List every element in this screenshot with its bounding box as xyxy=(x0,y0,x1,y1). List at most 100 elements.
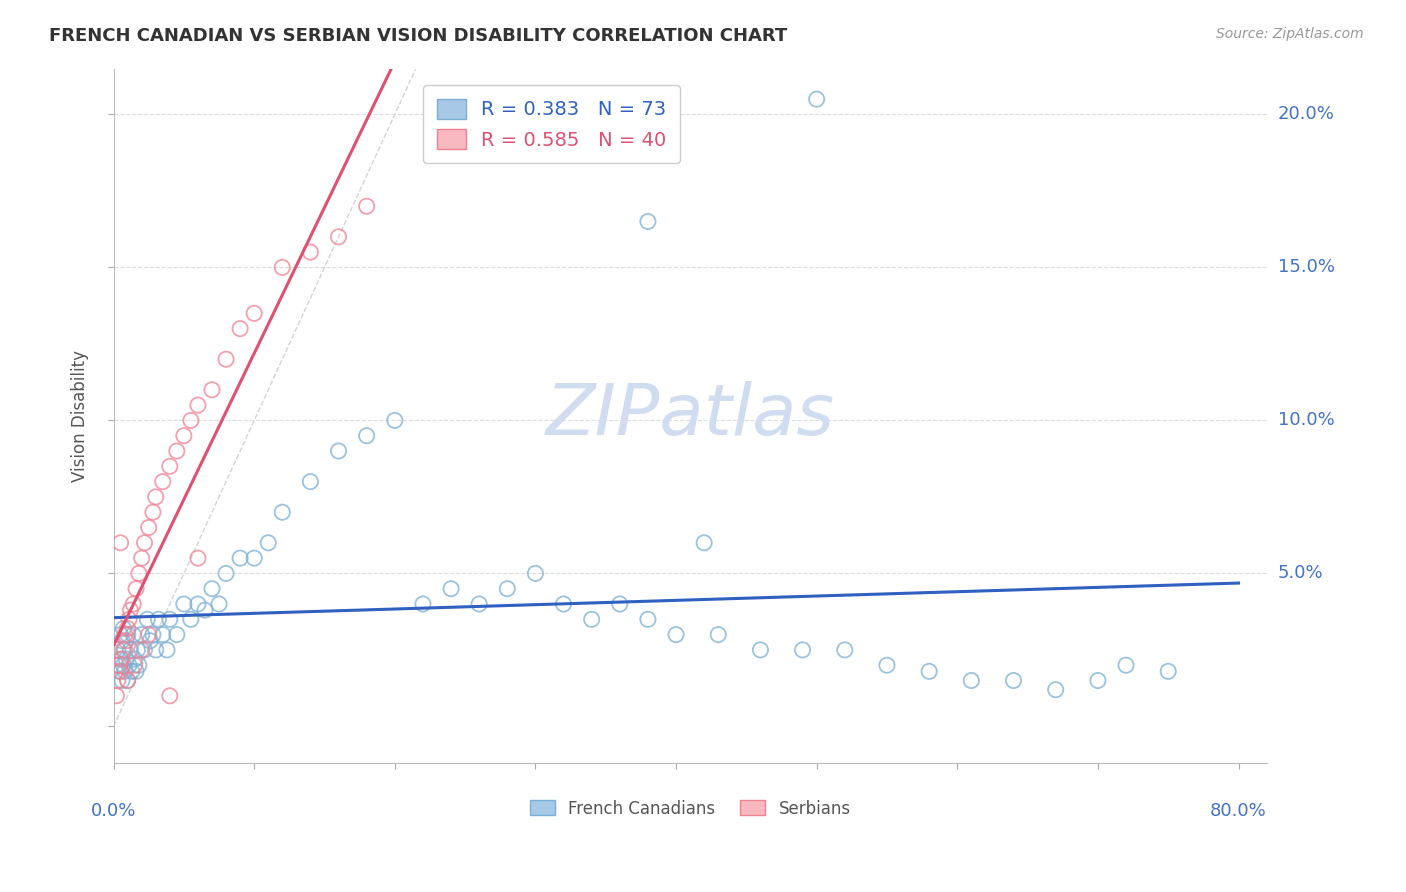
Point xyxy=(581,612,603,626)
Point xyxy=(693,536,716,550)
Point xyxy=(876,658,898,673)
Point xyxy=(173,428,195,442)
Point xyxy=(131,551,153,566)
Point xyxy=(112,658,135,673)
Point xyxy=(187,398,209,412)
Point xyxy=(637,612,659,626)
Point xyxy=(201,582,224,596)
Point xyxy=(112,643,135,657)
Legend: French Canadians, Serbians: French Canadians, Serbians xyxy=(523,793,858,824)
Point xyxy=(187,551,209,566)
Text: 0.0%: 0.0% xyxy=(91,802,136,820)
Point xyxy=(110,536,132,550)
Point xyxy=(105,689,128,703)
Point xyxy=(637,214,659,228)
Point xyxy=(243,551,266,566)
Point xyxy=(1157,665,1180,679)
Point xyxy=(229,321,252,335)
Point xyxy=(201,383,224,397)
Point xyxy=(194,603,217,617)
Point xyxy=(187,597,209,611)
Point xyxy=(412,597,434,611)
Point xyxy=(107,673,129,688)
Point xyxy=(120,603,142,617)
Point xyxy=(117,673,139,688)
Point xyxy=(496,582,519,596)
Point xyxy=(468,597,491,611)
Point xyxy=(1045,682,1067,697)
Point xyxy=(134,643,156,657)
Point xyxy=(356,199,378,213)
Point xyxy=(159,612,181,626)
Point xyxy=(142,627,165,641)
Point xyxy=(139,633,162,648)
Point xyxy=(707,627,730,641)
Point xyxy=(180,612,202,626)
Point xyxy=(115,633,138,648)
Point xyxy=(1087,673,1109,688)
Point xyxy=(166,627,188,641)
Point xyxy=(108,665,131,679)
Point xyxy=(107,643,129,657)
Point xyxy=(215,352,238,367)
Point xyxy=(114,627,136,641)
Text: FRENCH CANADIAN VS SERBIAN VISION DISABILITY CORRELATION CHART: FRENCH CANADIAN VS SERBIAN VISION DISABI… xyxy=(49,27,787,45)
Point xyxy=(114,665,136,679)
Point xyxy=(299,475,322,489)
Point xyxy=(152,627,174,641)
Point xyxy=(120,643,142,657)
Point xyxy=(110,627,132,641)
Point xyxy=(792,643,814,657)
Point xyxy=(271,260,294,275)
Point xyxy=(271,505,294,519)
Point xyxy=(108,658,131,673)
Point xyxy=(118,658,141,673)
Point xyxy=(806,92,828,106)
Point xyxy=(127,643,149,657)
Point xyxy=(356,428,378,442)
Point xyxy=(111,673,134,688)
Point xyxy=(122,627,145,641)
Point xyxy=(159,459,181,474)
Point xyxy=(142,505,165,519)
Text: 5.0%: 5.0% xyxy=(1278,565,1323,582)
Point xyxy=(440,582,463,596)
Point xyxy=(134,536,156,550)
Point xyxy=(131,627,153,641)
Point xyxy=(128,658,150,673)
Point xyxy=(1002,673,1025,688)
Point xyxy=(114,643,136,657)
Point xyxy=(124,658,146,673)
Point xyxy=(121,665,143,679)
Point xyxy=(128,566,150,581)
Point xyxy=(105,658,128,673)
Point xyxy=(173,597,195,611)
Point xyxy=(117,673,139,688)
Point xyxy=(125,582,148,596)
Point xyxy=(384,413,406,427)
Point xyxy=(122,597,145,611)
Point xyxy=(115,652,138,666)
Text: 15.0%: 15.0% xyxy=(1278,259,1334,277)
Point xyxy=(243,306,266,320)
Point xyxy=(834,643,856,657)
Point xyxy=(125,665,148,679)
Point xyxy=(328,229,350,244)
Point xyxy=(918,665,941,679)
Point xyxy=(665,627,688,641)
Point xyxy=(1115,658,1137,673)
Point xyxy=(328,444,350,458)
Point xyxy=(148,612,170,626)
Point xyxy=(131,643,153,657)
Point xyxy=(208,597,231,611)
Point xyxy=(524,566,547,581)
Point xyxy=(136,612,159,626)
Point xyxy=(138,627,160,641)
Point xyxy=(118,612,141,626)
Point xyxy=(229,551,252,566)
Y-axis label: Vision Disability: Vision Disability xyxy=(72,350,89,482)
Point xyxy=(159,689,181,703)
Point xyxy=(145,490,167,504)
Point xyxy=(112,622,135,636)
Point xyxy=(166,444,188,458)
